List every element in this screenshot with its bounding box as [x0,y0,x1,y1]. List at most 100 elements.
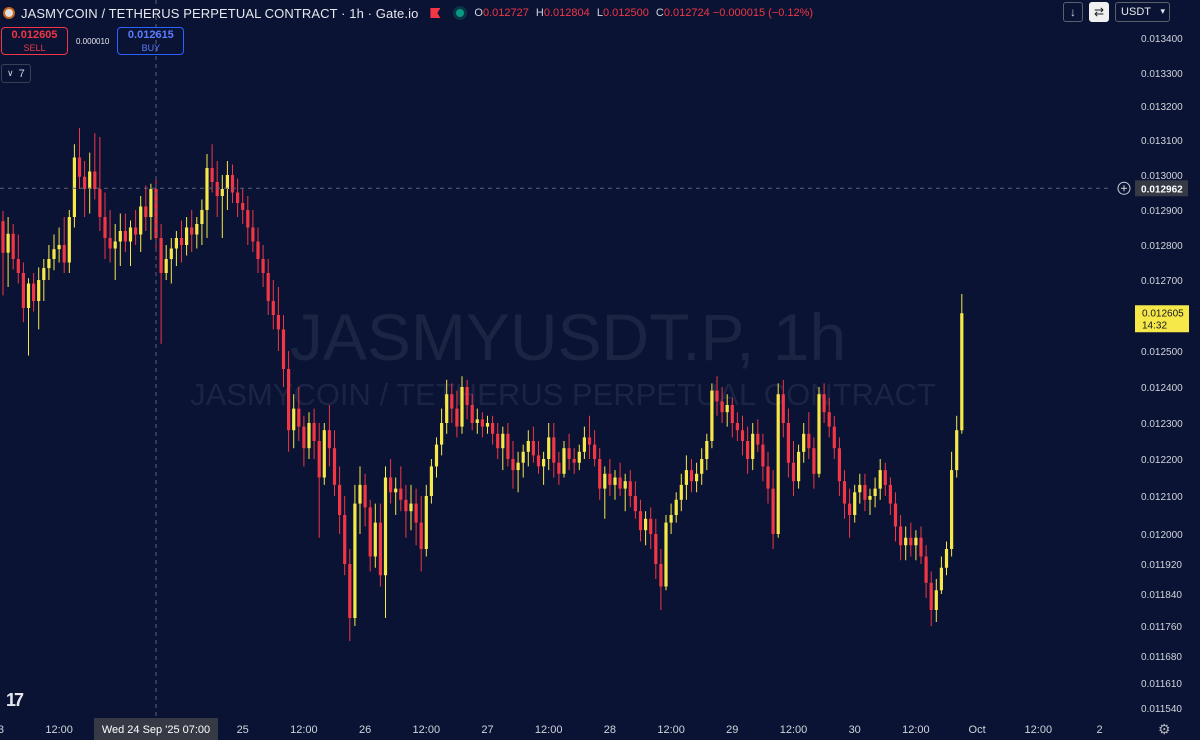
candle-body [511,459,515,471]
time-tick-label: 25 [237,724,249,736]
candle-body [185,227,189,245]
candle [623,473,627,512]
candle-body [327,430,331,449]
candle [552,423,556,478]
sell-button[interactable]: 0.012605 SELL [1,27,68,55]
candle-body [445,394,449,423]
candle [521,444,525,478]
candle-body [608,473,612,485]
compare-icon[interactable]: ⇄ [1089,2,1110,22]
candle [842,470,847,519]
ohlc-open-key: O [474,7,483,19]
candle-body [909,537,913,546]
candle [455,390,459,438]
candle-body [766,466,770,489]
candle [485,415,490,434]
symbol-title[interactable]: JASMYCOIN / TETHERUS PERPETUAL CONTRACT … [21,5,419,21]
time-tick-label: 27 [481,724,493,736]
candle [858,473,862,504]
candle [924,545,928,598]
candle [256,227,260,273]
candle-body [67,217,71,263]
tradingview-logo-icon[interactable]: 17 [6,690,24,710]
candle-body [557,462,561,474]
candle-body [684,470,688,485]
time-axis[interactable]: 23 12:00 Wed 24 Sep '25 07:00 25 12:00 26 12:0… [0,716,1200,740]
buy-button[interactable]: 0.012615 BUY [117,27,185,55]
candle [164,245,168,280]
price-tick-label: 0.011840 [1141,590,1182,601]
download-icon[interactable]: ↓ [1063,2,1084,22]
candle-body [654,534,658,564]
candle [113,224,117,280]
time-tick-label: 23 [0,724,4,736]
candle-body [491,423,495,434]
candle [582,426,586,459]
candle [169,238,173,284]
candle-body [674,499,678,515]
price-tick-label: 0.012800 [1141,241,1183,252]
candle [557,451,561,485]
candle-body [353,503,357,618]
candle-body [128,227,133,242]
candle [740,415,745,456]
currency-select[interactable]: USDT ▾ [1115,2,1170,22]
candle-body [934,590,938,610]
candle [674,492,678,523]
candle [251,210,255,252]
candle-body [746,441,750,459]
flag-icon[interactable] [430,8,441,18]
candle [230,164,235,203]
crosshair-price-label: 0.012962 [1141,184,1183,195]
candle [378,503,382,587]
candle-body [679,484,683,500]
candle-body [960,313,964,431]
candle-body [944,549,949,568]
candle [179,220,184,263]
candle-body [587,437,592,445]
time-tick-label: 12:00 [413,724,441,736]
candle-body [521,451,525,463]
candle-body [62,245,66,263]
candle [154,178,158,252]
candle [271,280,275,330]
candle [572,448,576,474]
candle [827,397,831,438]
indicators-toggle[interactable]: ∨ 7 [1,64,31,83]
candle [440,408,444,456]
candle-body [378,522,382,576]
candle-body [169,248,173,259]
candle [383,466,388,618]
candle-body [230,175,235,193]
candle-body [32,283,36,301]
gear-icon[interactable]: ⚙ [1158,721,1171,737]
candle-body [450,394,454,409]
legend-bar: JASMYCOIN / TETHERUS PERPETUAL CONTRACT … [0,0,1090,26]
price-axis[interactable]: 0.013400 0.013300 0.013200 0.013100 0.013000… [1112,0,1200,740]
add-alert-icon[interactable] [1117,181,1131,195]
candle-body [52,249,56,259]
candle-body [531,441,535,456]
ohlc-high-key: H [535,7,544,19]
candle-body [669,515,673,523]
candle-body [542,459,546,467]
time-tick-label: 12:00 [902,724,930,736]
candle-body [134,227,138,235]
candle-body [383,477,388,576]
candle-body [200,210,204,224]
candle-body [878,470,882,489]
candle [220,175,224,238]
candle-body [572,459,576,463]
candle-body [516,462,520,471]
candle [118,213,122,266]
candle-body [399,488,403,500]
candle-body [848,503,852,515]
candle [659,549,663,610]
candle [562,441,566,478]
candle-body [261,259,265,273]
candle-body [485,423,490,427]
candle-body [16,259,20,273]
watermark-name: JASMYCOIN / TETHERUS PERPETUAL CONTRACT [190,377,936,412]
candle [215,161,219,217]
